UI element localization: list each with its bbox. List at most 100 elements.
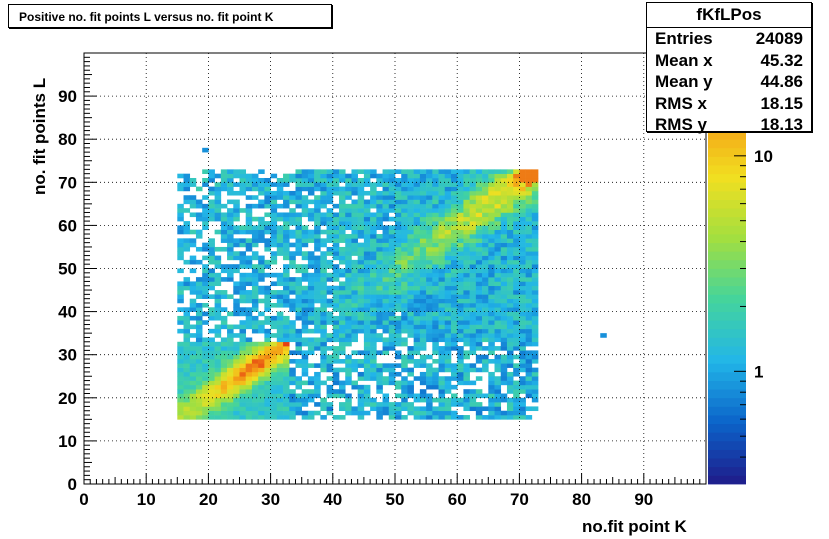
heatmap-cell — [195, 285, 203, 291]
heatmap-cell — [295, 173, 302, 179]
heatmap-cell — [351, 216, 358, 222]
heatmap-cell — [251, 307, 259, 312]
heatmap-cell — [419, 259, 427, 265]
heatmap-cell — [450, 182, 458, 187]
heatmap-cell — [220, 315, 228, 321]
heatmap-cell — [251, 294, 259, 299]
heatmap-cell — [195, 341, 203, 347]
heatmap-cell — [214, 406, 222, 412]
heatmap-cell — [432, 272, 439, 278]
heatmap-cell — [500, 268, 508, 274]
heatmap-cell — [363, 376, 371, 381]
heatmap-cell — [531, 255, 539, 261]
heatmap-cell — [177, 410, 184, 416]
heatmap-cell — [395, 190, 402, 196]
heatmap-cell — [363, 320, 371, 325]
heatmap-cell — [345, 186, 352, 192]
heatmap-cell — [363, 302, 371, 308]
heatmap-cell — [183, 350, 191, 355]
heatmap-cell — [494, 281, 502, 287]
heatmap-cell — [307, 311, 315, 317]
heatmap-cell — [245, 272, 253, 278]
heatmap-cell — [463, 208, 470, 213]
heatmap-cell — [227, 169, 234, 174]
heatmap-cell — [401, 290, 408, 295]
heatmap-cell — [413, 195, 421, 200]
heatmap-cell — [444, 203, 452, 209]
heatmap-cell — [301, 307, 309, 312]
heatmap-cell — [444, 410, 452, 416]
heatmap-cell — [345, 216, 352, 222]
heatmap-cell — [475, 264, 483, 269]
heatmap-cell — [506, 389, 514, 394]
heatmap-cell — [506, 186, 514, 192]
heatmap-cell — [475, 328, 483, 334]
heatmap-cell — [208, 371, 215, 377]
heatmap-cell — [314, 324, 321, 330]
heatmap-cell — [482, 337, 489, 343]
heatmap-cell — [351, 221, 358, 226]
heatmap-cell — [506, 376, 514, 381]
heatmap-cell — [320, 290, 327, 295]
heatmap-cell — [351, 367, 358, 373]
heatmap-cell — [370, 320, 377, 325]
heatmap-cell — [220, 415, 228, 420]
heatmap-cell — [407, 333, 414, 338]
heatmap-cell — [488, 389, 495, 394]
heatmap-cell — [432, 190, 439, 196]
heatmap-cell — [494, 393, 502, 399]
heatmap-cell — [494, 199, 502, 205]
heatmap-cell — [382, 199, 390, 205]
heatmap-cell — [388, 307, 396, 312]
heatmap-cell — [251, 406, 259, 412]
heatmap-cell — [195, 328, 203, 334]
heatmap-cell — [270, 238, 278, 243]
heatmap-cell — [339, 359, 346, 364]
heatmap-cell — [233, 229, 240, 235]
heatmap-cell — [494, 208, 502, 213]
heatmap-cell — [475, 367, 483, 373]
heatmap-cell — [227, 337, 234, 343]
heatmap-cell — [500, 242, 508, 248]
heatmap-cell — [339, 324, 346, 330]
heatmap-cell — [450, 315, 458, 321]
heatmap-cell — [475, 182, 483, 187]
heatmap-cell — [208, 354, 215, 360]
heatmap-cell — [407, 264, 414, 269]
heatmap-cell — [450, 384, 458, 390]
heatmap-cell — [376, 203, 383, 209]
heatmap-cell — [488, 302, 495, 308]
heatmap-cell — [270, 406, 278, 412]
heatmap-cell — [301, 255, 309, 261]
heatmap-cell — [357, 277, 365, 282]
heatmap-cell — [245, 225, 253, 231]
heatmap-cell — [401, 225, 408, 231]
heatmap-cell — [525, 281, 533, 287]
heatmap-cell — [270, 367, 278, 373]
heatmap-cell — [513, 415, 520, 420]
heatmap-cell — [227, 402, 234, 407]
heatmap-cell — [339, 234, 346, 239]
heatmap-cell — [494, 346, 502, 351]
heatmap-cell — [401, 259, 408, 265]
heatmap-cell — [388, 285, 396, 291]
heatmap-cell — [357, 177, 365, 183]
colorbar-band — [708, 475, 746, 485]
heatmap-cell — [258, 397, 265, 403]
heatmap-cell — [525, 337, 533, 343]
heatmap-cell — [450, 190, 458, 196]
heatmap-cell — [475, 281, 483, 287]
heatmap-cell — [270, 251, 278, 256]
heatmap-cell — [506, 324, 514, 330]
heatmap-cell — [488, 212, 495, 218]
heatmap-cell — [195, 315, 203, 321]
heatmap-cell — [363, 242, 371, 248]
heatmap-cell — [195, 333, 203, 338]
heatmap-cell — [339, 367, 346, 373]
heatmap-cell — [251, 415, 259, 420]
heatmap-cell — [320, 259, 327, 265]
heatmap-cell — [513, 182, 520, 187]
heatmap-cell — [426, 246, 433, 252]
heatmap-cell — [264, 177, 271, 183]
heatmap-cell — [419, 294, 427, 299]
